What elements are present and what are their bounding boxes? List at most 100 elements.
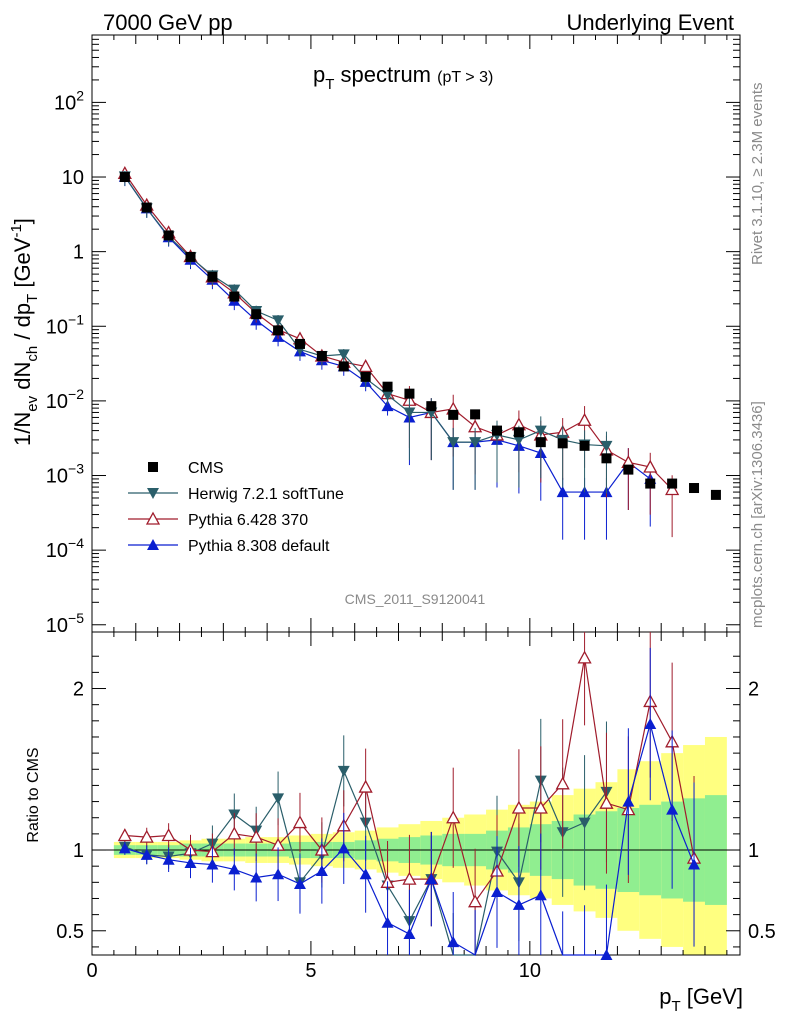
point-square <box>251 309 262 320</box>
svg-text:1/Nev dNch / dpT [GeV-1]: 1/Nev dNch / dpT [GeV-1] <box>8 218 41 446</box>
point-triangle-down <box>512 434 525 446</box>
x-tick-label: 10 <box>519 960 541 982</box>
point-square <box>163 230 174 241</box>
legend-marker <box>145 511 161 525</box>
point-triangle-up-open <box>358 359 373 373</box>
ratio-point <box>206 858 219 870</box>
legend-label: CMS <box>188 460 224 477</box>
ratio-panel: 0 5 10 0.5 0.5 1 1 2 2 <box>56 631 776 982</box>
point-triangle-down <box>228 284 241 296</box>
ratio-point <box>228 863 241 875</box>
ratio-point <box>468 894 483 908</box>
point-triangle-down <box>600 440 613 452</box>
svg-text:pT [GeV]: pT [GeV] <box>659 984 743 1015</box>
point-square <box>360 371 371 382</box>
legend-label: Pythia 8.308 default <box>188 538 330 555</box>
point-triangle-up <box>381 400 394 412</box>
ratio-point <box>446 810 461 824</box>
legend-marker <box>148 462 158 472</box>
point-square <box>710 489 721 500</box>
y-tick-label: 102 <box>54 87 84 114</box>
ratio-point <box>666 803 679 815</box>
line-Pythia 6.428 370 <box>124 173 673 490</box>
ratio-point <box>688 858 701 870</box>
point-square <box>338 361 349 372</box>
ratio-point <box>511 800 526 814</box>
point-square <box>185 251 196 262</box>
point-square <box>404 388 415 399</box>
ratio-point <box>425 873 438 885</box>
point-triangle-down <box>403 407 416 419</box>
ratio-point <box>337 765 350 777</box>
y-tick-label: 10−1 <box>46 311 84 338</box>
x-tick-label: 0 <box>86 960 97 982</box>
legend-marker <box>147 488 159 499</box>
y-tick-label: 1 <box>73 242 84 264</box>
ratio-point <box>118 842 131 854</box>
main-title: pT spectrum (pT > 3) <box>313 62 493 93</box>
ratio-point <box>403 928 416 940</box>
legend-label: Pythia 6.428 370 <box>188 512 308 529</box>
point-square <box>229 291 240 302</box>
point-triangle-up <box>556 486 569 498</box>
point-square <box>426 401 437 412</box>
point-square <box>535 437 546 448</box>
ratio-point <box>272 793 285 805</box>
point-square <box>294 338 305 349</box>
point-square <box>316 350 327 361</box>
side-label-rivet: Rivet 3.1.10, ≥ 2.3M events <box>749 83 766 266</box>
title-rest: spectrum <box>334 62 431 87</box>
point-square <box>689 483 700 494</box>
point-triangle-up-open <box>577 412 592 426</box>
main-panel: 10−5 10−4 10−3 10−2 10−1 1 10 102 <box>46 34 741 637</box>
ratio-point <box>447 936 460 948</box>
legend-label: Herwig 7.2.1 softTune <box>188 486 344 503</box>
ratio-point <box>249 829 264 843</box>
ratio-point <box>555 776 570 790</box>
ratio-point <box>577 650 592 664</box>
point-square <box>273 325 284 336</box>
point-square <box>448 409 459 420</box>
title-p: p <box>313 62 325 87</box>
ratio-point <box>315 865 328 877</box>
point-triangle-down <box>337 349 350 361</box>
point-square <box>141 202 152 213</box>
point-triangle-down <box>447 437 460 449</box>
svg-text:pT spectrum (pT > 3): pT spectrum (pT > 3) <box>313 62 493 93</box>
point-triangle-down <box>469 437 482 449</box>
ratio-point <box>600 949 613 960</box>
point-square <box>470 409 481 420</box>
ratio-y-tick-label-right: 1 <box>748 840 759 862</box>
ratio-point <box>534 889 547 901</box>
x-tick-label: 5 <box>305 960 316 982</box>
point-square <box>513 427 524 438</box>
ratio-point <box>117 828 132 842</box>
ratio-y-tick-label-left: 0.5 <box>56 921 84 943</box>
point-square <box>645 478 656 489</box>
ratio-y-tick-label-right: 2 <box>748 679 759 701</box>
ratio-point <box>599 795 614 809</box>
point-triangle-up-open <box>665 482 680 496</box>
ratio-point <box>161 828 176 842</box>
ratio-point <box>292 815 308 829</box>
point-square <box>492 425 502 436</box>
point-triangle-up-open <box>643 459 658 473</box>
ratio-point <box>293 877 306 889</box>
ratio-point <box>491 886 503 898</box>
title-cut: (pT > 3) <box>437 69 493 86</box>
ratio-point <box>358 779 373 793</box>
y-tick-label: 10−2 <box>46 386 84 413</box>
main-y-axis-label: 1/Nev dNch / dpT [GeV-1] <box>8 218 41 446</box>
ratio-point <box>512 898 525 910</box>
ratio-point <box>533 800 548 814</box>
legend: CMS Herwig 7.2.1 softTune Pythia 6.428 370… <box>128 460 344 555</box>
point-square <box>667 478 678 489</box>
point-square <box>382 381 393 392</box>
ratio-point <box>622 795 635 807</box>
header-right: Underlying Event <box>566 10 734 35</box>
ratio-y-tick-label-left: 2 <box>73 679 84 701</box>
point-square <box>623 464 634 475</box>
ratio-frame <box>91 631 741 956</box>
ratio-point <box>337 842 350 854</box>
point-triangle-down <box>534 425 547 437</box>
